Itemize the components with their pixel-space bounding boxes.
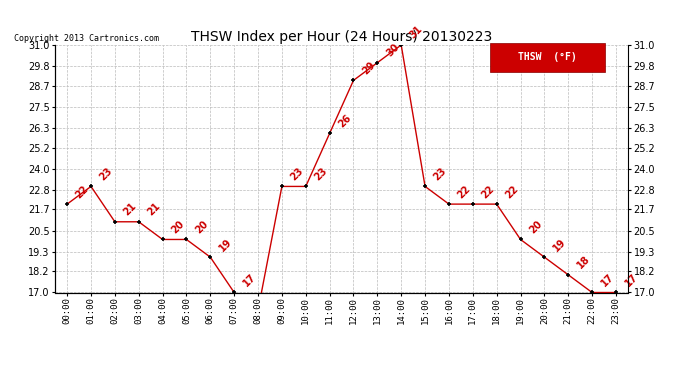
Text: 16: 16: [0, 374, 1, 375]
Point: [348, 77, 359, 83]
Text: 17: 17: [623, 272, 640, 288]
Point: [86, 183, 97, 189]
Text: 23: 23: [289, 166, 306, 182]
Point: [133, 219, 144, 225]
Point: [444, 201, 455, 207]
Point: [253, 307, 264, 313]
Text: 22: 22: [480, 183, 496, 200]
Point: [372, 60, 383, 66]
Point: [277, 183, 288, 189]
Point: [586, 290, 598, 296]
Point: [61, 201, 72, 207]
Text: 21: 21: [122, 201, 139, 217]
Point: [109, 219, 120, 225]
Point: [205, 254, 216, 260]
Text: 30: 30: [384, 42, 401, 58]
Point: [420, 183, 431, 189]
FancyBboxPatch shape: [491, 42, 605, 72]
Text: 31: 31: [408, 24, 425, 41]
Text: 20: 20: [170, 219, 186, 235]
Text: 20: 20: [527, 219, 544, 235]
Text: 22: 22: [456, 183, 473, 200]
Title: THSW Index per Hour (24 Hours) 20130223: THSW Index per Hour (24 Hours) 20130223: [191, 30, 492, 44]
Point: [324, 130, 335, 136]
Text: 26: 26: [337, 112, 353, 129]
Point: [611, 290, 622, 296]
Text: 20: 20: [193, 219, 210, 235]
Point: [228, 290, 239, 296]
Text: 29: 29: [360, 60, 377, 76]
Text: 22: 22: [74, 183, 90, 200]
Text: 22: 22: [504, 183, 520, 200]
Text: 21: 21: [146, 201, 162, 217]
Point: [467, 201, 478, 207]
Text: 17: 17: [241, 272, 258, 288]
Point: [515, 237, 526, 243]
Point: [539, 254, 550, 260]
Text: THSW  (°F): THSW (°F): [518, 53, 577, 62]
Text: 23: 23: [313, 166, 329, 182]
Point: [181, 237, 192, 243]
Point: [300, 183, 311, 189]
Point: [157, 237, 168, 243]
Point: [563, 272, 574, 278]
Text: 23: 23: [432, 166, 448, 182]
Point: [491, 201, 502, 207]
Text: 19: 19: [551, 236, 568, 253]
Text: 23: 23: [98, 166, 115, 182]
Text: Copyright 2013 Cartronics.com: Copyright 2013 Cartronics.com: [14, 34, 159, 43]
Text: 18: 18: [575, 254, 592, 271]
Text: 17: 17: [599, 272, 615, 288]
Text: 19: 19: [217, 236, 234, 253]
Point: [395, 42, 406, 48]
